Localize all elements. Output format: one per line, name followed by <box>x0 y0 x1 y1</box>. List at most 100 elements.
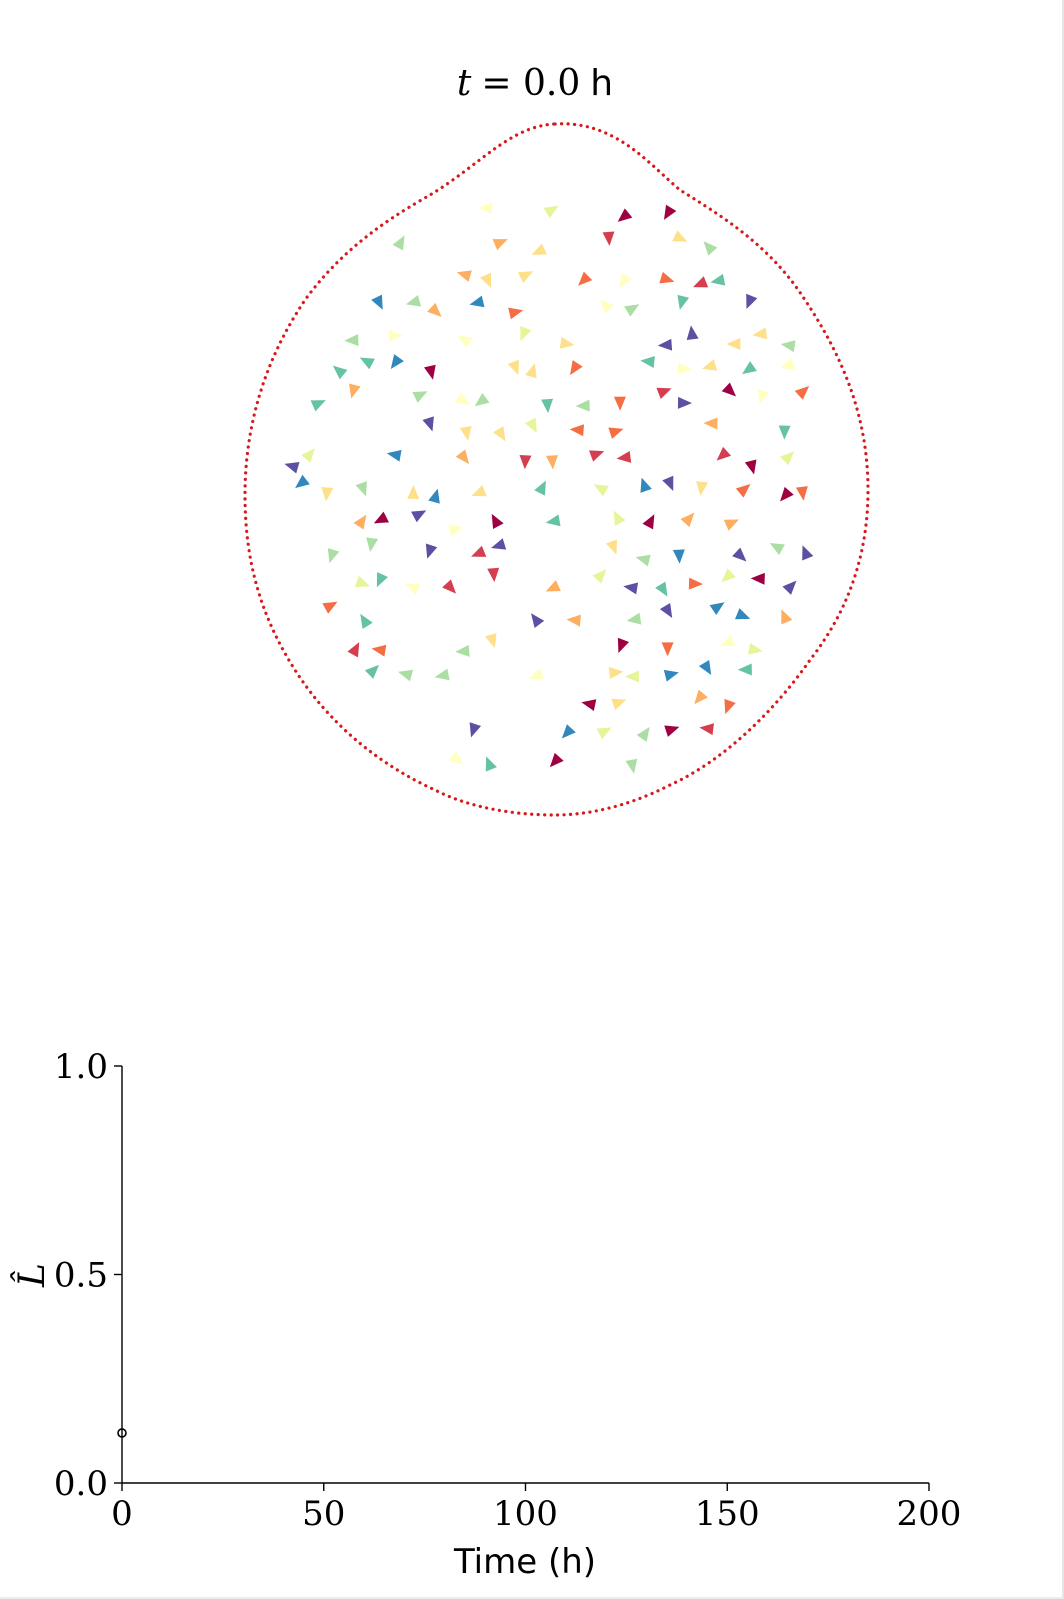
cell-marker <box>710 273 726 286</box>
cell-marker <box>611 698 627 710</box>
cell-marker <box>640 477 652 493</box>
cell-marker <box>692 276 709 288</box>
cell-marker <box>427 302 442 317</box>
cell-marker <box>528 667 545 680</box>
cell-marker <box>608 667 624 679</box>
cell-marker <box>491 538 507 550</box>
cell-marker <box>570 360 583 376</box>
cell-marker <box>457 335 473 348</box>
cell-marker <box>479 272 492 289</box>
cell-marker <box>719 635 736 647</box>
cell-marker <box>569 424 585 437</box>
cell-marker <box>732 547 747 562</box>
cell-marker <box>672 230 688 242</box>
cell-marker <box>737 663 752 676</box>
x-tick-label: 150 <box>695 1494 760 1534</box>
cell-marker <box>373 511 389 524</box>
cell-marker <box>626 612 642 625</box>
cell-marker <box>672 549 685 564</box>
cell-marker <box>677 396 692 409</box>
cell-marker <box>474 392 490 407</box>
cell-marker <box>353 514 367 530</box>
cell-marker <box>744 459 757 475</box>
cell-marker <box>613 396 626 411</box>
cell-marker <box>519 454 532 470</box>
y-axis-label: L̂ <box>10 1263 53 1288</box>
cell-marker <box>703 417 718 430</box>
cell-marker <box>780 357 796 370</box>
cell-marker <box>616 451 632 463</box>
cell-marker <box>709 602 725 616</box>
cell-marker <box>541 398 554 414</box>
cell-marker <box>448 751 464 765</box>
cell-marker <box>549 752 564 768</box>
cell-marker <box>778 425 791 440</box>
cell-marker <box>747 642 763 655</box>
data-series <box>117 1428 127 1438</box>
data-point <box>117 1428 127 1438</box>
cell-marker <box>694 689 708 705</box>
cell-marker <box>608 427 624 439</box>
cell-marker <box>491 513 504 530</box>
cell-marker <box>434 668 450 681</box>
cell-marker <box>301 448 315 463</box>
cell-marker <box>478 202 493 215</box>
cell-marker <box>534 480 546 496</box>
cell-marker <box>493 426 506 442</box>
cell-marker <box>508 307 524 320</box>
y-tick-label: 0.5 <box>54 1256 108 1296</box>
cell-marker <box>411 510 427 523</box>
cell-marker <box>448 524 464 537</box>
y-ticks: 0.0 0.5 1.0 <box>54 1047 122 1504</box>
cell-marker <box>559 336 575 349</box>
cell-marker <box>321 486 334 502</box>
cell-marker <box>545 455 558 470</box>
cell-marker <box>456 270 472 282</box>
cell-marker <box>392 235 405 251</box>
cell-marker <box>371 644 387 657</box>
cell-marker <box>471 545 487 557</box>
cell-marker <box>517 271 534 283</box>
cell-marker <box>677 294 690 310</box>
cell-marker <box>640 356 655 368</box>
cell-marker <box>617 637 630 653</box>
cell-marker <box>428 488 440 504</box>
cell-marker <box>723 519 740 531</box>
cell-marker <box>742 361 757 375</box>
cell-marker <box>487 567 500 583</box>
cell-marker <box>625 758 638 774</box>
cell-marker <box>623 582 639 595</box>
cell-marker <box>354 575 371 588</box>
cell-marker <box>613 510 626 526</box>
cell-marker <box>524 417 537 433</box>
cell-marker <box>781 609 793 625</box>
cell-marker <box>531 243 547 255</box>
cell-marker <box>780 340 796 353</box>
cell-marker <box>735 484 751 498</box>
cell-marker <box>359 357 375 370</box>
cell-marker <box>442 579 457 594</box>
cell-marker <box>599 299 614 314</box>
cell-marker <box>455 449 470 465</box>
cell-marker <box>663 204 677 220</box>
cell-marker <box>543 205 559 219</box>
cell-marker <box>407 484 420 500</box>
x-tick-label: 200 <box>897 1494 962 1534</box>
y-tick-label: 1.0 <box>54 1047 108 1087</box>
cell-marker <box>780 486 794 502</box>
x-axis-label: Time (h) <box>453 1542 596 1582</box>
cell-marker <box>721 568 736 583</box>
cell-marker <box>794 385 810 400</box>
cell-marker <box>364 664 380 679</box>
cell-marker <box>802 545 814 561</box>
cell-marker <box>455 644 470 657</box>
cell-marker <box>469 722 482 738</box>
cell-marker <box>507 359 519 375</box>
cell-marker <box>322 601 338 614</box>
cell-marker <box>757 389 770 405</box>
cell-marker <box>471 485 487 497</box>
cell-marker <box>561 724 576 739</box>
cell-marker <box>782 580 797 595</box>
cell-marker <box>589 450 605 462</box>
